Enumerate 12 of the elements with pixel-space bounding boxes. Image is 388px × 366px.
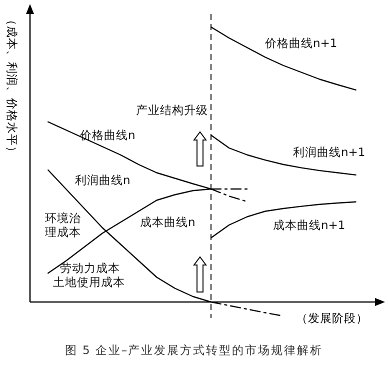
x-axis-title: （发展阶段） xyxy=(296,311,368,325)
annotation: 产业结构升级 xyxy=(136,103,208,117)
annotation: 环境治理成本 xyxy=(45,211,81,239)
y-axis-title: （成本、利润、价格水平） xyxy=(5,14,19,158)
text: 图 5 企业–产业发展方式转型的市场规律解析 xyxy=(64,343,324,357)
annotation: 成本曲线n+1 xyxy=(273,218,346,232)
annotation: 利润曲线n+1 xyxy=(293,145,366,159)
annotation: 利润曲线n xyxy=(75,173,130,187)
annotation: 价格曲线n+1 xyxy=(264,36,338,50)
annotation: 劳动力成本土地使用成本 xyxy=(53,261,125,289)
annotation: 价格曲线n xyxy=(79,128,136,142)
annotation: 成本曲线n xyxy=(140,215,196,229)
